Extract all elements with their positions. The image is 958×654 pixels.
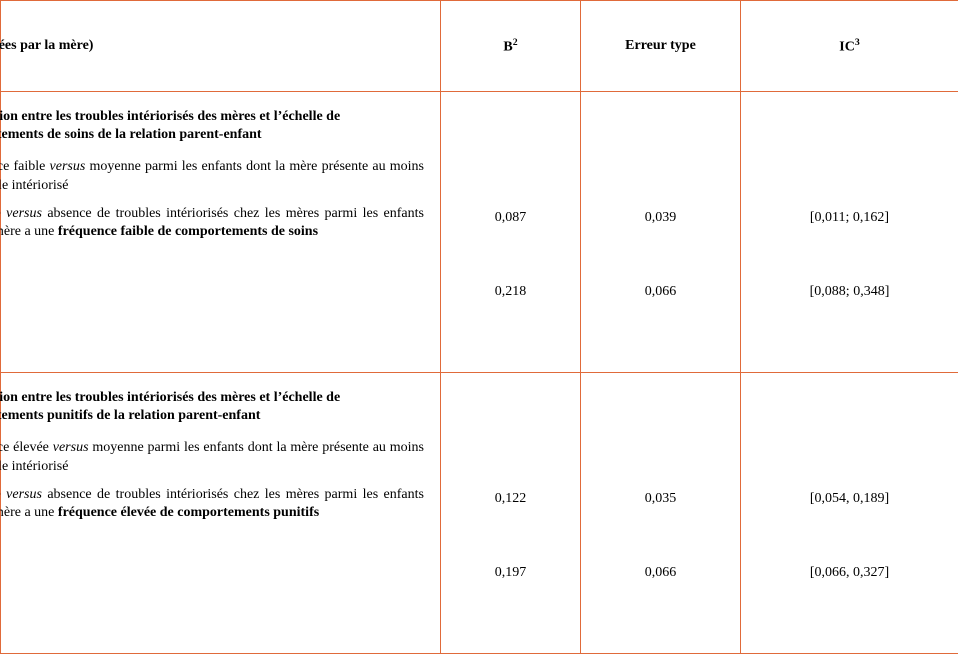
col1-label: es (évaluées par la mère) [0, 38, 93, 53]
cell-value: 0,066 [593, 284, 728, 300]
section2-IC: [0,054, 0,189] [0,066, 0,327] [741, 373, 958, 654]
section1-row1-desc: Fréquence faible versus moyenne parmi le… [0, 158, 424, 194]
col-header-IC: IC3 [741, 1, 958, 92]
col-header-B: B2 [441, 1, 581, 92]
cell-value: 0,087 [453, 210, 568, 226]
cell-value: 0,197 [453, 565, 568, 581]
section1-IC: [0,011; 0,162] [0,088; 0,348] [741, 92, 958, 373]
section2-row2-desc: Présence versus absence de troubles inté… [0, 486, 424, 522]
cell-value: [0,066, 0,327] [753, 565, 946, 581]
section2-SE: 0,035 0,066 [581, 373, 741, 654]
section1-B: 0,087 0,218 [441, 92, 581, 373]
section2-B: 0,122 0,197 [441, 373, 581, 654]
section1-description: Interaction entre les troubles intériori… [1, 92, 441, 373]
cell-value: [0,088; 0,348] [753, 284, 946, 300]
table-row: Interaction entre les troubles intériori… [1, 92, 958, 373]
section2-row1-desc: Fréquence élevée versus moyenne parmi le… [0, 439, 424, 475]
col-header-erreur-type: Erreur type [581, 1, 741, 92]
cell-value: 0,218 [453, 284, 568, 300]
results-table: es (évaluées par la mère) B2 Erreur type… [0, 0, 958, 654]
cell-value: [0,054, 0,189] [753, 491, 946, 507]
cell-value: 0,122 [453, 491, 568, 507]
cell-value: 0,039 [593, 210, 728, 226]
cell-value: [0,011; 0,162] [753, 210, 946, 226]
page-root: es (évaluées par la mère) B2 Erreur type… [0, 0, 958, 615]
cell-value: 0,066 [593, 565, 728, 581]
cell-value: 0,035 [593, 491, 728, 507]
section1-heading: Interaction entre les troubles intériori… [0, 108, 424, 144]
section2-heading: Interaction entre les troubles intériori… [0, 389, 424, 425]
col-header-variables: es (évaluées par la mère) [1, 1, 441, 92]
section1-row2-desc: Présence versus absence de troubles inté… [0, 205, 424, 241]
table-row: Interaction entre les troubles intériori… [1, 373, 958, 654]
table-header-row: es (évaluées par la mère) B2 Erreur type… [1, 1, 958, 92]
section1-SE: 0,039 0,066 [581, 92, 741, 373]
section2-description: Interaction entre les troubles intériori… [1, 373, 441, 654]
